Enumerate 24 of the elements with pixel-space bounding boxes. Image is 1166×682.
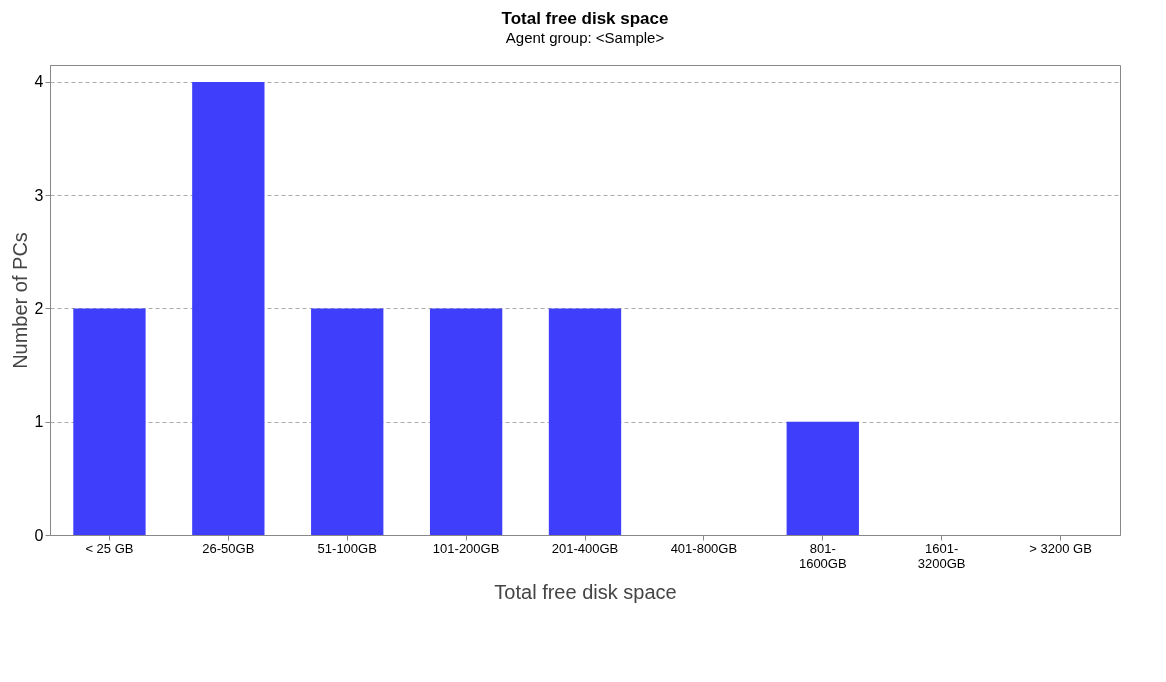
y-tick-label: 4	[34, 73, 44, 91]
bar	[192, 81, 265, 535]
x-tick-label: > 3200 GB	[1029, 540, 1092, 556]
chart-title: Total free disk space	[501, 9, 669, 28]
y-tick-label: 2	[34, 299, 44, 317]
x-tick-label: 401-800GB	[670, 540, 738, 556]
x-tick-label: 26-50GB	[202, 540, 255, 556]
bar	[429, 308, 503, 535]
x-tick-label: < 25 GB	[85, 540, 134, 556]
x-tick-label: 801-1600GB	[798, 540, 847, 571]
bar	[73, 308, 146, 535]
chart-subtitle: Agent group: <Sample>	[505, 29, 665, 46]
x-tick-label: 51-100GB	[317, 540, 377, 556]
x-tick-label: 101-200GB	[432, 540, 500, 556]
bar	[786, 421, 859, 535]
y-tick-label: 0	[34, 526, 44, 544]
bar	[548, 308, 622, 535]
y-axis-title: Number of PCs	[8, 232, 31, 369]
y-tick-label: 3	[34, 186, 44, 204]
bar	[311, 308, 384, 535]
x-axis-title: Total free disk space	[494, 580, 677, 603]
x-tick-label: 1601-3200GB	[917, 540, 966, 571]
x-tick-label: 201-400GB	[551, 540, 619, 556]
y-tick-label: 1	[34, 413, 44, 431]
